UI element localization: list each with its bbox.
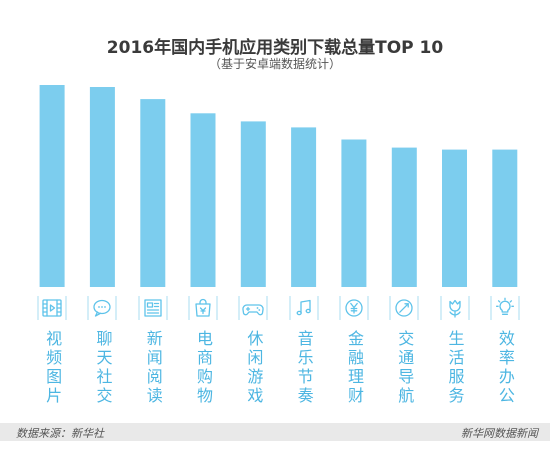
bar-10 <box>492 149 518 287</box>
bar-8 <box>391 147 417 287</box>
chart-title: 2016年国内手机应用类别下载总量TOP 10 <box>106 38 444 58</box>
category-column: 音乐节奏 <box>278 295 328 406</box>
category-column: 生活服务 <box>429 295 479 406</box>
category-label: 聊天社交 <box>93 330 113 406</box>
category-column: 电商购物 <box>178 295 228 406</box>
category-label: 交通导航 <box>395 330 415 406</box>
data-source: 数据来源：新华社 <box>16 427 104 440</box>
category-column: 交通导航 <box>379 295 429 406</box>
lightbulb-icon <box>490 295 520 321</box>
shopping-bag-icon <box>188 295 218 321</box>
compass-icon <box>389 295 419 321</box>
category-label: 音乐节奏 <box>294 330 314 406</box>
gamepad-icon <box>238 295 268 321</box>
film-icon <box>37 295 67 321</box>
publisher-brand: 新华网数据新闻 <box>461 427 538 440</box>
category-columns: 视频图片 聊天社交 新闻阅读 电商购物 <box>27 295 530 406</box>
bar-plot <box>39 85 518 288</box>
bar-7 <box>341 139 367 287</box>
category-column: 视频图片 <box>27 295 77 406</box>
category-column: 休闲游戏 <box>228 295 278 406</box>
bar-9 <box>442 149 467 287</box>
category-label: 休闲游戏 <box>244 330 264 406</box>
category-label: 电商购物 <box>194 330 214 406</box>
category-label: 金融理财 <box>344 330 364 406</box>
category-column: 新闻阅读 <box>128 295 178 406</box>
category-label: 生活服务 <box>445 330 465 406</box>
chat-bubble-icon <box>87 295 117 321</box>
category-column: 聊天社交 <box>77 295 127 406</box>
flower-icon <box>440 295 470 321</box>
music-note-icon <box>289 295 319 321</box>
bar-6 <box>291 127 317 288</box>
yen-icon <box>339 295 369 321</box>
bar-1 <box>39 85 65 287</box>
category-column: 金融理财 <box>329 295 379 406</box>
chart-subtitle: （基于安卓端数据统计） <box>208 57 341 71</box>
newspaper-icon <box>138 295 168 321</box>
bar-5 <box>240 121 266 288</box>
bar-3 <box>140 99 166 287</box>
category-label: 视频图片 <box>43 330 63 406</box>
category-label: 新闻阅读 <box>143 330 163 406</box>
category-column: 效率办公 <box>480 295 530 406</box>
bar-4 <box>190 113 216 287</box>
bar-2 <box>89 87 115 287</box>
category-label: 效率办公 <box>495 330 515 406</box>
footer-band: 数据来源：新华社 新华网数据新闻 <box>0 423 550 441</box>
